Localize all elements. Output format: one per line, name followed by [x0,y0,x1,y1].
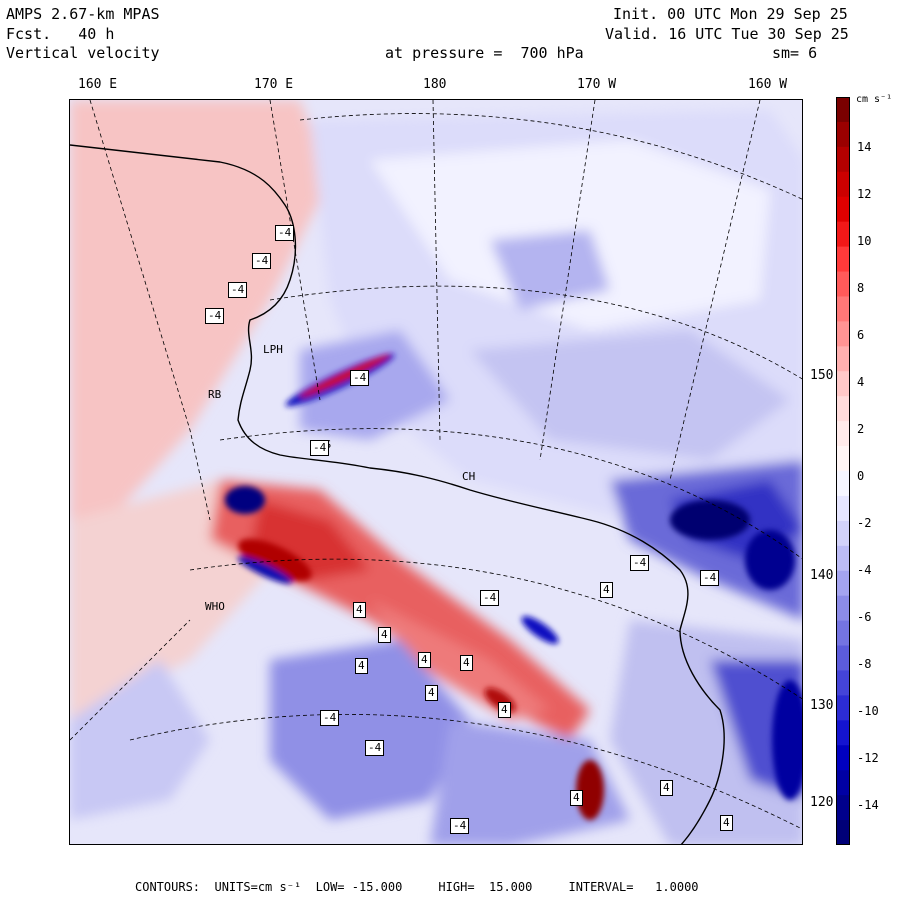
colorbar-tick-label: 8 [857,281,865,295]
station-label: WHO [205,600,225,613]
low-mark: -4 [365,740,385,756]
colorbar-swatch [836,720,850,746]
high-mark: 4 [720,815,733,831]
colorbar-swatch [836,795,850,821]
colorbar-swatch [836,495,850,522]
vertical-velocity-map: MS CH RB LPH WHO -4-4-4-4-4-4-4-4-4-4-4-… [69,99,803,845]
colorbar-tick-label: 12 [857,187,872,201]
low-mark: -4 [320,710,340,726]
colorbar-swatch [836,221,850,248]
colorbar-swatch [836,296,850,322]
station-label: RB [208,388,222,401]
colorbar-tick-label: 2 [857,422,865,436]
init-time: Init. 00 UTC Mon 29 Sep 25 [613,5,848,23]
colorbar-swatch [836,520,850,547]
colorbar-tick-label: 4 [857,375,865,389]
lon-label: 160 W [748,77,788,92]
valid-time: Valid. 16 UTC Tue 30 Sep 25 [605,25,849,43]
low-mark: -4 [450,818,470,834]
colorbar-swatch [836,620,850,647]
colorbar-swatch [836,770,850,796]
colorbar-swatch [836,396,850,422]
high-mark: 4 [425,685,438,701]
high-mark: 4 [570,790,583,806]
lon-label: 170 E [254,77,294,92]
colorbar-swatch [836,745,850,771]
field-name: Vertical velocity [6,44,160,62]
colorbar-swatch [836,820,850,846]
colorbar-swatch [836,346,850,372]
colorbar-swatch [836,321,850,347]
contours-footer: CONTOURS: UNITS=cm s⁻¹ LOW= -15.000 HIGH… [135,880,699,894]
colorbar-swatch [836,271,850,297]
colorbar-tick-label: 0 [857,469,865,483]
model-title: AMPS 2.67-km MPAS [6,5,160,23]
colorbar-tick-label: -10 [857,704,879,718]
high-mark: 4 [418,652,431,668]
colorbar-tick-label: -8 [857,657,872,671]
low-mark: -4 [480,590,500,606]
map-canvas [70,100,802,844]
colorbar-swatch [836,695,850,721]
colorbar-tick-label: 6 [857,328,865,342]
colorbar-swatch [836,545,850,572]
colorbar-swatch [836,570,850,597]
colorbar-tick-label: -2 [857,516,872,530]
lon-label: 180 [423,77,447,92]
colorbar-swatch [836,595,850,622]
forecast-hour: Fcst. 40 h [6,25,115,43]
low-mark: -4 [630,555,650,571]
colorbar-tick-label: -14 [857,798,879,812]
strong-updraft-downdraft [225,353,802,820]
station-label: CH [462,470,476,483]
high-mark: 4 [460,655,473,671]
smoothing: sm= 6 [772,44,818,62]
colorbar-swatch [836,246,850,273]
colorbar-swatch [836,670,850,696]
colorbar-tick-label: 10 [857,234,872,248]
high-mark: 4 [353,602,366,618]
lon-label: 160 E [78,77,118,92]
colorbar-swatch [836,446,850,472]
low-mark: -4 [310,440,330,456]
high-mark: 4 [355,658,368,674]
colorbar-tick-label: -6 [857,610,872,624]
high-mark: 4 [660,780,673,796]
colorbar-swatch [836,97,850,123]
low-mark: -4 [275,225,295,241]
low-mark: -4 [350,370,370,386]
colorbar-tick-label: -12 [857,751,879,765]
colorbar-tick-label: 14 [857,140,872,154]
low-mark: -4 [205,308,225,324]
station-label: LPH [263,343,283,356]
high-mark: 4 [378,627,391,643]
colorbar-swatch [836,471,850,497]
velocity-field-blobs [70,100,802,844]
colorbar-swatch [836,371,850,397]
high-mark: 4 [498,702,511,718]
lon-label: 170 W [577,77,617,92]
colorbar-swatch [836,421,850,447]
low-mark: -4 [700,570,720,586]
colorbar-tick-label: -4 [857,563,872,577]
colorbar [836,97,852,849]
colorbar-swatch [836,146,850,173]
colorbar-units: cm s⁻¹ [856,94,893,105]
low-mark: -4 [228,282,248,298]
low-mark: -4 [252,253,272,269]
colorbar-swatch [836,196,850,223]
colorbar-swatch [836,171,850,198]
colorbar-swatch [836,121,850,148]
graticule [70,100,802,830]
high-mark: 4 [600,582,613,598]
pressure-level: at pressure = 700 hPa [385,44,584,62]
colorbar-swatch [836,645,850,671]
